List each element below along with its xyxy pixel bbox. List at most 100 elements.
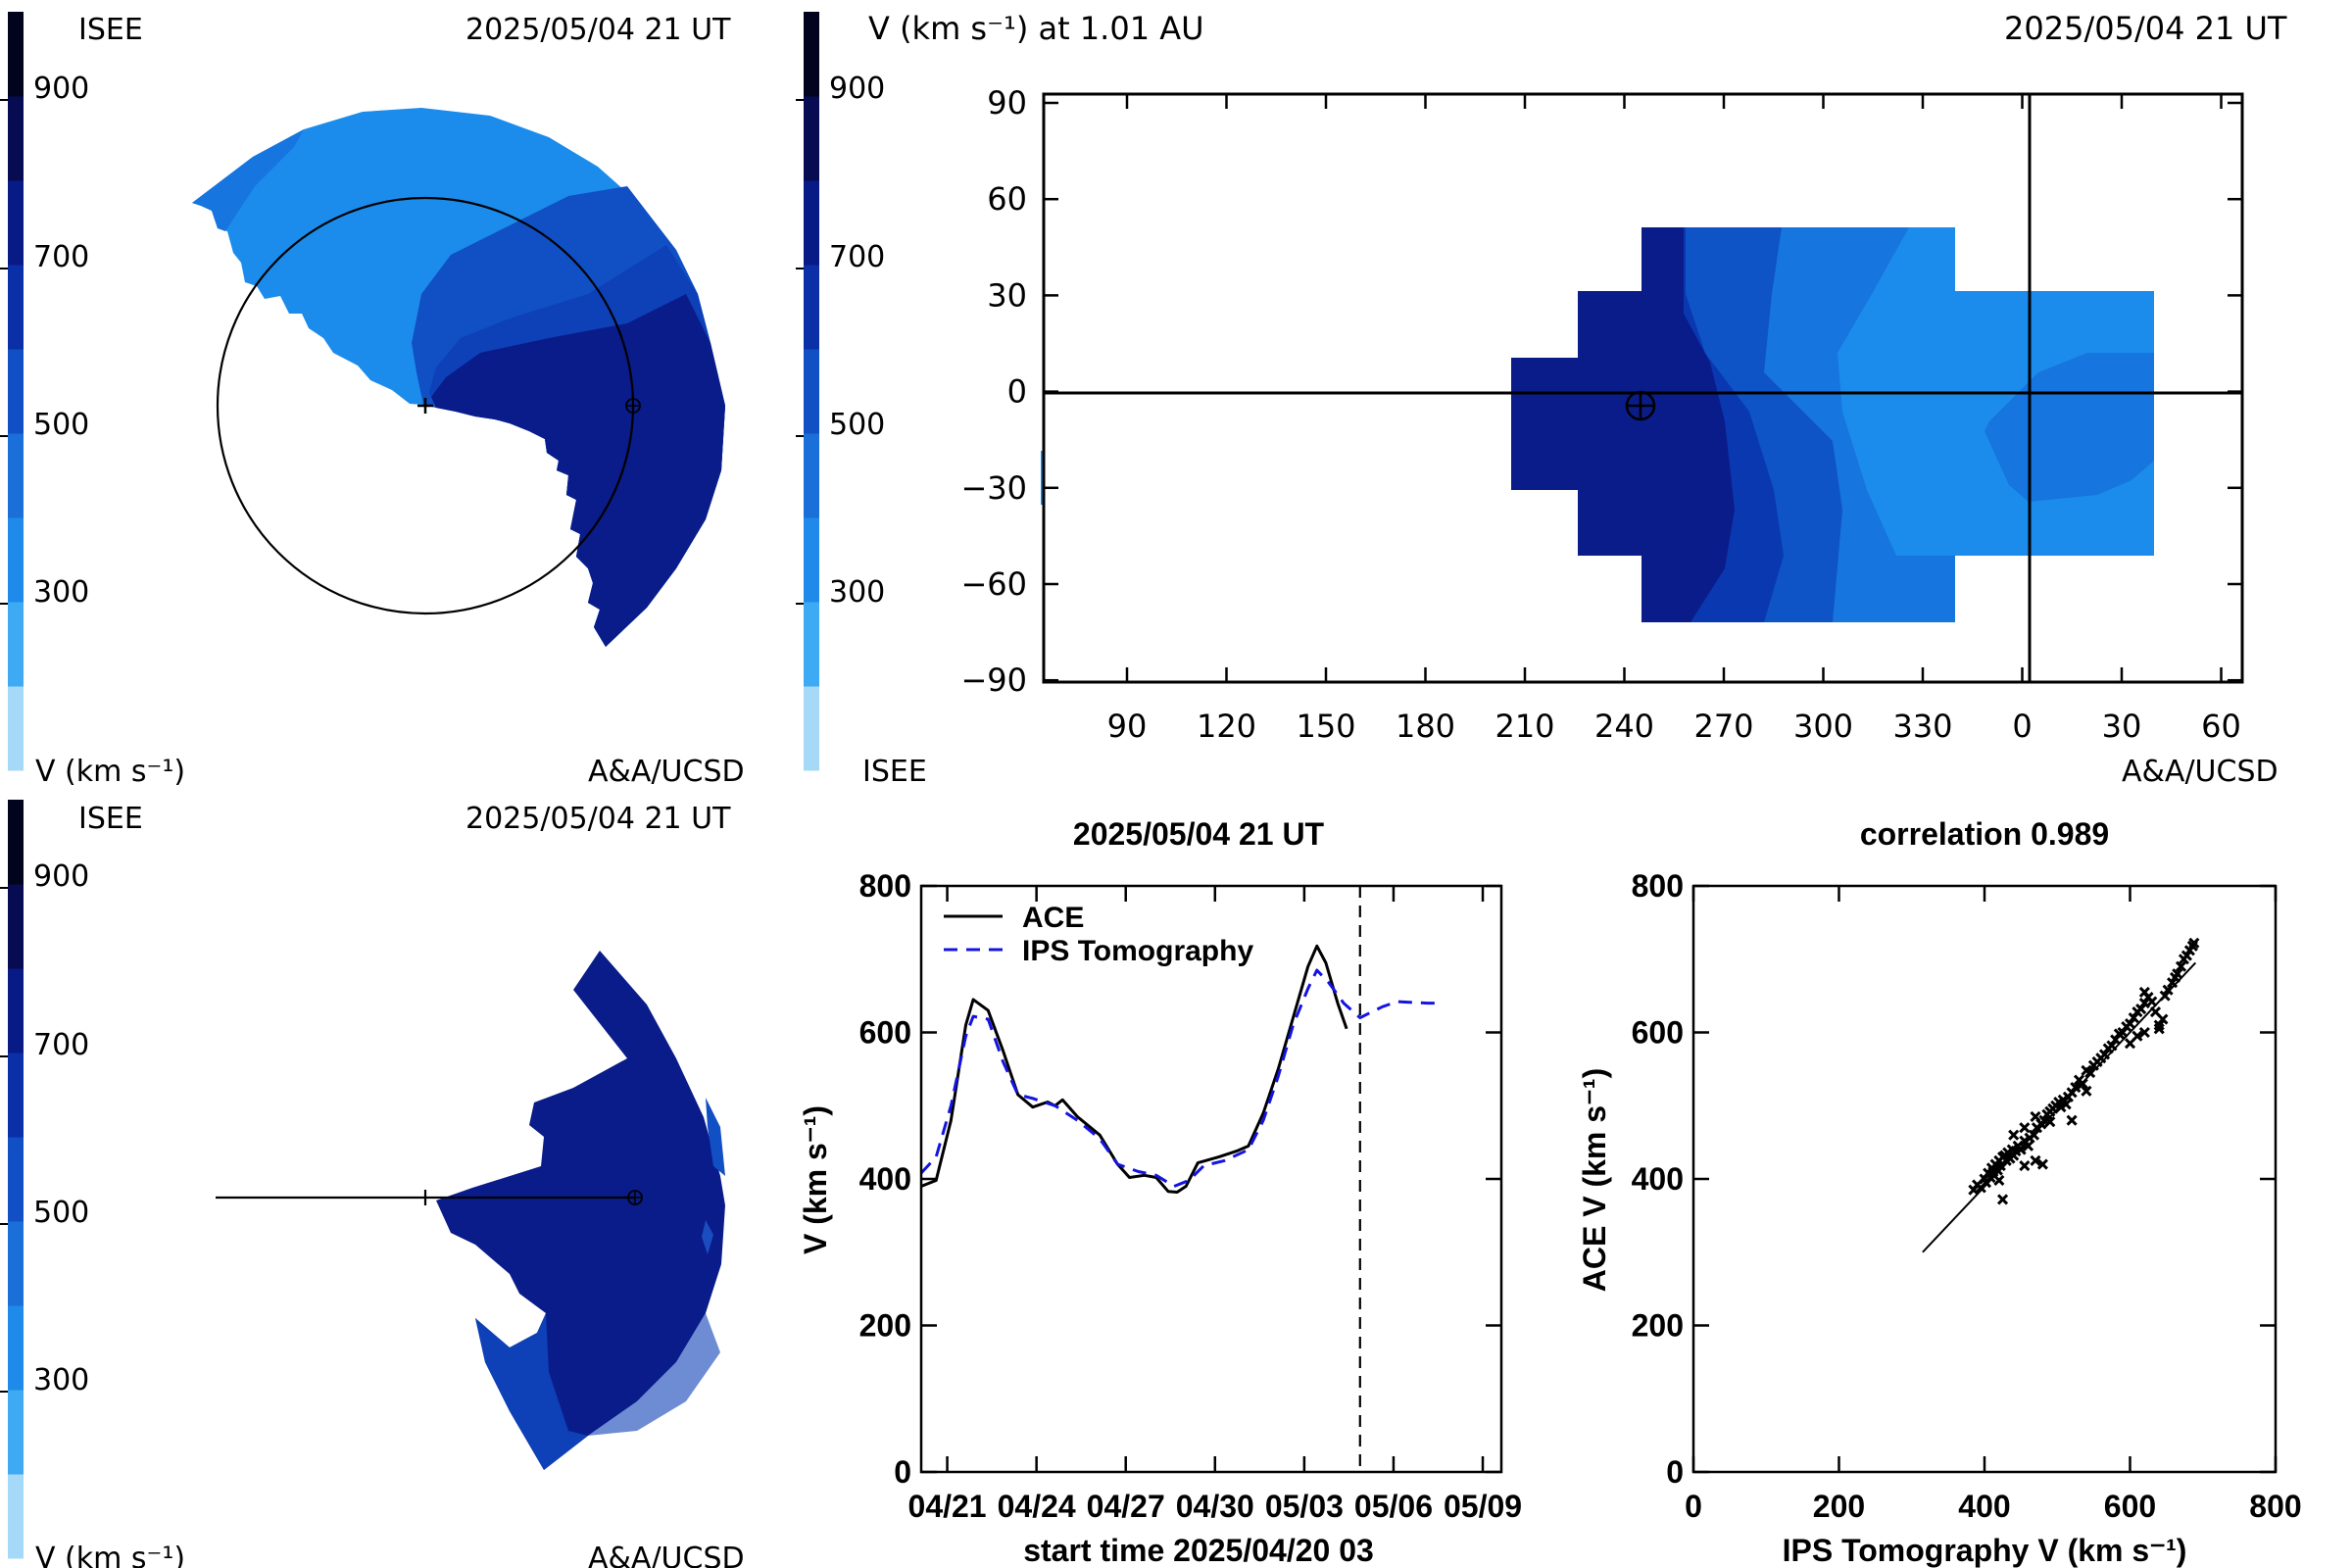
map-frame <box>1042 92 2244 684</box>
scatter-point <box>2180 950 2192 961</box>
colorbar-segment <box>8 800 24 885</box>
timeseries-axes: 0 200 400 600 800 04/21 04/24 04/27 04/30 05/03 05… <box>859 868 1522 1524</box>
lon-tick-label: 60 <box>2201 708 2241 745</box>
scatter-point <box>2015 1144 2027 1155</box>
lat-tick-label: 30 <box>987 276 1027 314</box>
colorbar-segment <box>8 12 24 97</box>
legend: ACE IPS Tomography <box>944 902 1253 967</box>
scatter-point <box>2055 1102 2067 1113</box>
lon-tick-label: 330 <box>1892 708 1952 745</box>
x-tick-label: 05/03 <box>1265 1489 1344 1524</box>
lon-tick-label: 0 <box>2012 708 2032 745</box>
colorbar-segment <box>8 1305 24 1391</box>
lat-tick-label: 60 <box>987 180 1027 218</box>
colorbar-tick-label: 500 <box>33 1196 89 1230</box>
scatter-point <box>2132 1030 2143 1042</box>
scatter-point <box>2146 996 2158 1007</box>
colorbar-tick-label: 700 <box>33 1028 89 1062</box>
x-tick-label: 04/30 <box>1176 1489 1254 1524</box>
lon-tick-label: 300 <box>1793 708 1853 745</box>
colorbar-tick-label: 300 <box>829 575 885 610</box>
timeseries-xlabel: start time 2025/04/20 03 <box>1023 1533 1374 1568</box>
lat-tick-label: −30 <box>960 469 1027 507</box>
map-credit: A&A/UCSD <box>2122 755 2278 789</box>
x-tick-label: 05/06 <box>1354 1489 1433 1524</box>
colorbar-segment <box>8 686 24 771</box>
scatter-point <box>2128 1011 2139 1024</box>
colorbar-segment <box>8 1053 24 1138</box>
scatter-point <box>2030 1154 2041 1166</box>
colorbar-segment <box>804 517 819 603</box>
colorbar-tick-label: 300 <box>33 575 89 610</box>
scatter-xlabel: IPS Tomography V (km s⁻¹) <box>1783 1533 2187 1568</box>
credit-label: A&A/UCSD <box>588 1542 745 1568</box>
x-tick-label: 400 <box>1958 1489 2010 1524</box>
colorbar-segment <box>804 349 819 434</box>
colorbar-segment <box>804 433 819 518</box>
scatter-point <box>2028 1129 2040 1141</box>
colorbar-tick-label: 500 <box>33 408 89 442</box>
scatter-frame <box>1691 884 2278 1474</box>
colorbar-tick-label: 900 <box>33 859 89 894</box>
scatter-point <box>2060 1099 2072 1110</box>
series-line-ace <box>920 944 1348 1194</box>
scatter-ylabel: ACE V (km s⁻¹) <box>1577 1068 1612 1292</box>
y-tick-label: 800 <box>1632 868 1684 904</box>
y-tick-label: 400 <box>1632 1161 1684 1197</box>
scatter-point <box>2153 1019 2165 1031</box>
lon-tick-label: 180 <box>1396 708 1455 745</box>
colorbar-tick-label: 700 <box>829 240 885 274</box>
lon-tick-label: 150 <box>1296 708 1355 745</box>
scatter-point <box>2157 1013 2169 1025</box>
scatter-point <box>2084 1067 2096 1079</box>
scatter-title: correlation 0.989 <box>1860 816 2109 852</box>
x-tick-label: 800 <box>2249 1489 2301 1524</box>
y-tick-label: 800 <box>859 868 911 904</box>
scatter-point <box>2162 984 2174 996</box>
scatter-point <box>2070 1081 2082 1094</box>
scatter-point <box>2138 1026 2150 1039</box>
colorbar-tick-label: 700 <box>33 240 89 274</box>
series-line-ips <box>919 968 1443 1188</box>
timeseries-series <box>919 886 1443 1472</box>
scatter-point <box>2030 1110 2041 1123</box>
polar-panel-bottom: 900 700 500 300 ISEE 2025/05/04 21 UT V (km… <box>0 800 745 1568</box>
lat-tick-label: 0 <box>1007 373 1027 411</box>
lat-tick-label: −60 <box>960 565 1027 603</box>
units-label: V (km s⁻¹) <box>35 1542 185 1568</box>
x-tick-label: 600 <box>2104 1489 2156 1524</box>
colorbar-segment <box>8 180 24 266</box>
lon-tick-label: 270 <box>1693 708 1753 745</box>
lon-tick-label: 120 <box>1197 708 1256 745</box>
scatter-point <box>2019 1122 2031 1134</box>
scatter-point <box>2188 937 2200 949</box>
x-tick-label: 04/24 <box>998 1489 1076 1524</box>
scatter-point <box>2106 1040 2118 1052</box>
scatter-point <box>2159 990 2171 1002</box>
polar-panel-top: 900 700 500 300 ISEE 2025/05/04 21 UT V (km… <box>0 12 745 789</box>
colorbar-segment <box>804 12 819 97</box>
colorbar-segment <box>8 884 24 969</box>
x-tick-label: 0 <box>1685 1489 1702 1524</box>
colorbar-segment <box>804 265 819 350</box>
colorbar-segment <box>8 349 24 434</box>
colorbar-segment <box>8 265 24 350</box>
y-tick-label: 200 <box>1632 1308 1684 1344</box>
x-tick-label: 200 <box>1813 1489 1865 1524</box>
map-timestamp: 2025/05/04 21 UT <box>2004 10 2287 47</box>
scatter-point <box>2081 1085 2092 1097</box>
timeseries-ylabel: V (km s⁻¹) <box>798 1105 833 1254</box>
legend-label-ace: ACE <box>1022 902 1084 934</box>
x-tick-label: 05/09 <box>1444 1489 1522 1524</box>
colorbar-tick-label: 900 <box>829 72 885 106</box>
colorbar-top-right: 900 700 500 300 <box>796 12 885 771</box>
scatter-point <box>2098 1049 2111 1060</box>
colorbar-segment <box>8 602 24 687</box>
timeseries-title: 2025/05/04 21 UT <box>1073 816 1325 852</box>
scatter-point <box>2138 986 2150 998</box>
scatter-point <box>2166 977 2179 989</box>
scatter-points <box>1922 937 2200 1253</box>
colorbar-segment <box>804 96 819 181</box>
